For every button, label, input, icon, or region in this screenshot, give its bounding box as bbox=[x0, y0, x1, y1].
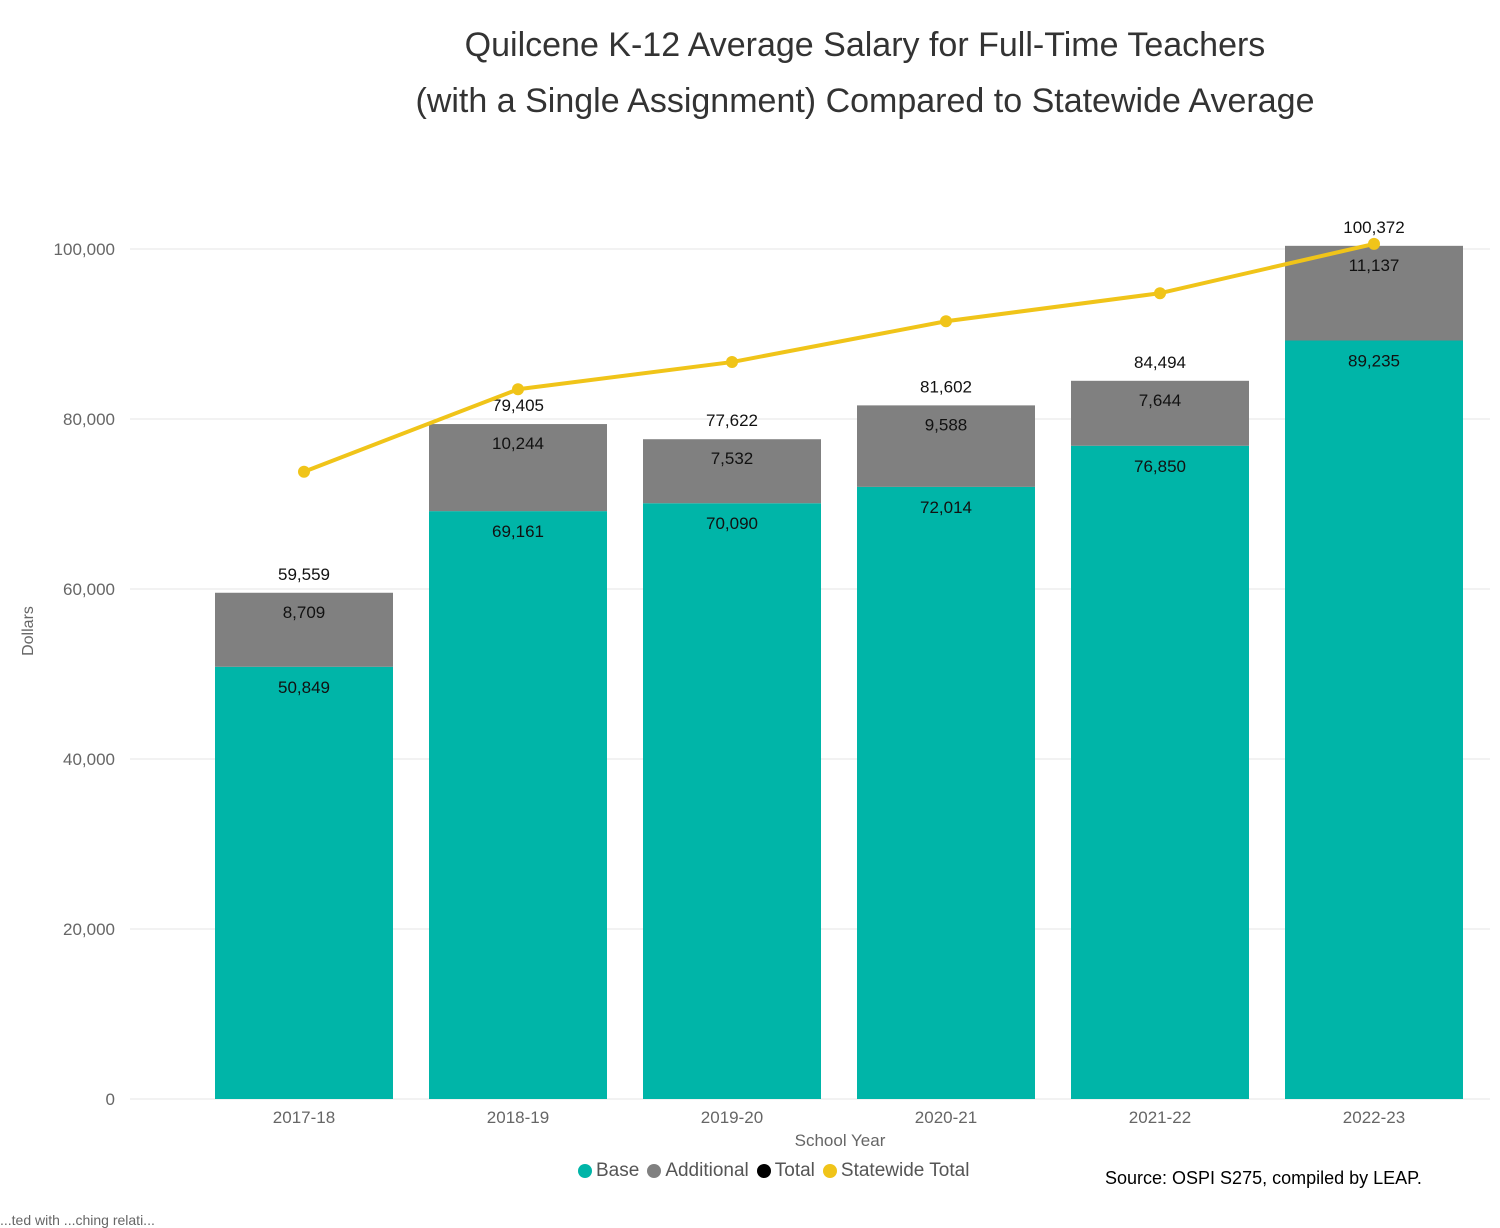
data-label-total: 79,405 bbox=[492, 396, 544, 415]
statewide-point bbox=[298, 465, 310, 478]
data-label-total: 81,602 bbox=[920, 377, 972, 396]
x-tick-label: 2022-23 bbox=[1343, 1108, 1405, 1127]
statewide-line bbox=[303, 241, 1375, 474]
data-label-base: 89,235 bbox=[1348, 352, 1400, 371]
data-label-base: 50,849 bbox=[278, 678, 330, 697]
statewide-point bbox=[940, 315, 952, 328]
legend-swatch-total bbox=[756, 1164, 771, 1178]
footer-note: ...ted with ...ching relati... bbox=[0, 1212, 155, 1228]
legend-swatch-additional bbox=[647, 1164, 662, 1178]
bar-base bbox=[215, 666, 393, 1099]
statewide-point bbox=[512, 383, 524, 396]
legend-swatch-statewide bbox=[822, 1164, 837, 1178]
statewide-point bbox=[726, 356, 738, 369]
source-note: Source: OSPI S275, compiled by LEAP. bbox=[1105, 1168, 1422, 1188]
x-tick-label: 2017-18 bbox=[273, 1108, 335, 1127]
legend-label-base: Base bbox=[596, 1160, 640, 1181]
data-label-additional: 7,644 bbox=[1139, 391, 1182, 410]
bar-additional bbox=[643, 439, 821, 504]
data-label-additional: 8,709 bbox=[283, 603, 326, 622]
bar-base bbox=[643, 503, 821, 1099]
y-tick-label: 20,000 bbox=[63, 920, 115, 939]
x-tick-label: 2021-22 bbox=[1129, 1108, 1191, 1127]
data-label-base: 70,090 bbox=[706, 514, 758, 533]
legend-item-total[interactable]: Total bbox=[756, 1160, 815, 1182]
chart-title-line1: Quilcene K-12 Average Salary for Full-Ti… bbox=[464, 26, 1266, 64]
x-tick-label: 2018-19 bbox=[487, 1108, 549, 1127]
bar-additional bbox=[1285, 245, 1463, 341]
data-label-base: 76,850 bbox=[1134, 457, 1186, 476]
statewide-point bbox=[1368, 237, 1380, 250]
data-label-total: 59,559 bbox=[278, 565, 330, 584]
bar-additional bbox=[429, 424, 607, 512]
data-label-additional: 10,244 bbox=[492, 434, 544, 453]
legend-label-statewide: Statewide Total bbox=[840, 1160, 970, 1181]
legend-swatch-base bbox=[578, 1164, 592, 1178]
legend-item-statewide[interactable]: Statewide Total bbox=[822, 1160, 970, 1182]
data-label-total: 84,494 bbox=[1134, 353, 1186, 372]
bar-base bbox=[857, 486, 1035, 1100]
data-label-additional: 11,137 bbox=[1349, 256, 1400, 275]
x-tick-label: 2020-21 bbox=[915, 1108, 977, 1127]
legend-label-additional: Additional bbox=[665, 1160, 749, 1181]
bar-base bbox=[429, 511, 607, 1100]
statewide-point bbox=[1154, 287, 1166, 300]
chart-title-line2: (with a Single Assignment) Compared to S… bbox=[415, 82, 1315, 120]
data-label-total: 100,372 bbox=[1343, 218, 1404, 237]
y-axis-label: Dollars bbox=[20, 606, 37, 656]
data-label-total: 77,622 bbox=[706, 411, 758, 430]
y-tick-label: 40,000 bbox=[63, 750, 115, 769]
legend-label-total: Total bbox=[774, 1160, 815, 1181]
data-label-base: 72,014 bbox=[920, 498, 972, 517]
data-label-base: 69,161 bbox=[492, 522, 544, 541]
y-tick-label: 100,000 bbox=[54, 240, 115, 259]
legend-item-base[interactable]: Base bbox=[578, 1160, 639, 1182]
y-tick-label: 80,000 bbox=[63, 410, 115, 429]
bar-additional bbox=[215, 592, 393, 667]
bar-base bbox=[1071, 445, 1249, 1099]
y-tick-label: 0 bbox=[106, 1090, 115, 1109]
chart-legend: Base Additional Total Statewide Total bbox=[578, 1160, 977, 1182]
x-axis-label: School Year bbox=[795, 1131, 886, 1150]
y-tick-label: 60,000 bbox=[63, 580, 115, 599]
bar-base bbox=[1285, 340, 1463, 1099]
data-label-additional: 9,588 bbox=[925, 415, 968, 434]
bar-additional bbox=[1071, 380, 1249, 446]
chart: 0 20,000 40,000 60,000 80,000 100,000 Dollars 5… bbox=[20, 218, 1490, 1150]
legend-item-additional[interactable]: Additional bbox=[647, 1160, 749, 1182]
data-label-additional: 7,532 bbox=[711, 449, 754, 468]
x-tick-label: 2019-20 bbox=[701, 1108, 763, 1127]
bar-additional bbox=[857, 405, 1035, 487]
